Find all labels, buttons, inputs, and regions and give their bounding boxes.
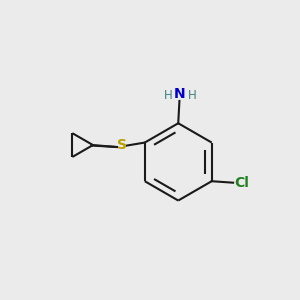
Text: N: N: [174, 86, 186, 100]
Text: Cl: Cl: [234, 176, 249, 190]
Text: H: H: [164, 89, 172, 102]
Text: H: H: [188, 89, 197, 102]
Text: S: S: [117, 138, 127, 152]
